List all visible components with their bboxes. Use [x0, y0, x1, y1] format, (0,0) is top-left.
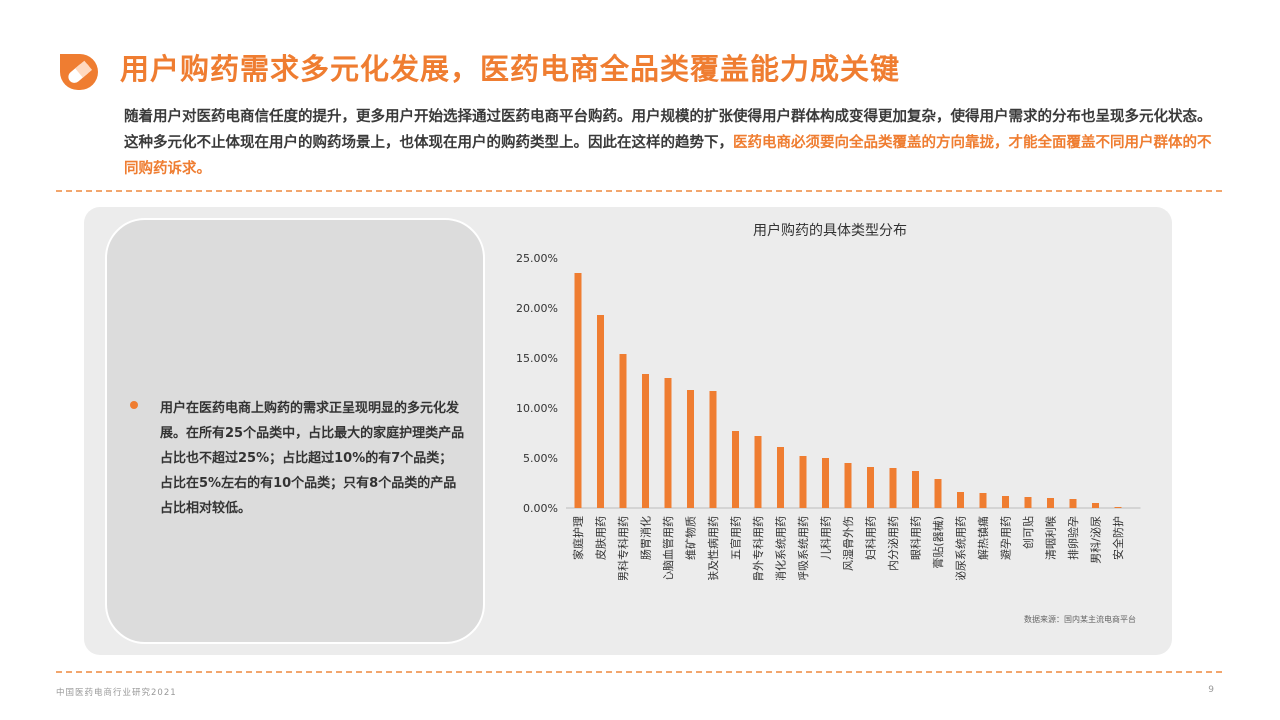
x-tick-label: 安全防护: [1111, 516, 1125, 560]
y-tick-label: 5.00%: [523, 452, 558, 465]
y-tick-label: 25.00%: [516, 252, 558, 265]
x-tick-label: 儿科用药: [819, 516, 833, 560]
bar: [1092, 503, 1099, 508]
x-tick-label: 皮肤用药: [594, 516, 608, 560]
bar: [687, 390, 694, 508]
bar: [844, 463, 852, 508]
x-tick-label: 创可贴: [1021, 516, 1035, 549]
bar: [1024, 497, 1032, 508]
bar: [889, 468, 897, 508]
x-tick-label: 消化系统用药: [774, 516, 788, 580]
x-tick-label: 妇科用药: [864, 516, 878, 560]
chart-title: 用户购药的具体类型分布: [753, 223, 907, 239]
y-tick-label: 15.00%: [516, 352, 558, 365]
x-tick-label: 肠胃消化: [639, 516, 653, 560]
intro-paragraph: 随着用户对医药电商信任度的提升，更多用户开始选择通过医药电商平台购药。用户规模的…: [124, 104, 1224, 182]
bar: [732, 431, 739, 508]
insight-card: [105, 218, 485, 644]
footer-report-name: 中国医药电商行业研究2021: [56, 688, 177, 698]
bar: [777, 447, 784, 508]
bar: [574, 273, 582, 508]
top-divider: [56, 190, 1222, 192]
x-tick-label: 皮肤及性病用药: [706, 516, 720, 580]
bar: [912, 471, 919, 508]
bar: [979, 493, 987, 508]
x-tick-label: 膏贴(器械): [931, 516, 945, 569]
x-tick-label: 五官用药: [729, 516, 743, 560]
x-tick-label: 泌尿系统用药: [955, 516, 968, 580]
bar: [664, 378, 672, 508]
bar: [867, 467, 874, 508]
x-tick-label: 风湿骨外专科用药: [751, 516, 765, 580]
x-tick-label: 维矿物质: [684, 516, 698, 560]
bar: [642, 374, 649, 508]
pill-logo-icon: [60, 54, 98, 90]
x-tick-label: 男科/泌尿: [1089, 516, 1103, 564]
x-tick-label: 排卵验孕: [1066, 516, 1080, 560]
intro-text: 随着用户对医药电商信任度的提升，更多用户开始选择通过医药电商平台购药。用户规模的…: [124, 109, 1212, 151]
x-tick-label: 清咽利喉: [1045, 516, 1058, 560]
x-tick-label: 呼吸系统用药: [797, 516, 810, 580]
bullet-dot-icon: [130, 401, 138, 409]
bar: [1002, 496, 1009, 508]
x-tick-label: 男科专科用药: [616, 516, 630, 580]
y-tick-label: 20.00%: [516, 302, 558, 315]
x-tick-label: 眼科用药: [909, 516, 923, 560]
bar: [934, 479, 942, 508]
page-title: 用户购药需求多元化发展，医药电商全品类覆盖能力成关键: [120, 52, 901, 86]
bar-chart: 0.00%5.00%10.00%15.00%20.00%25.00%家庭护理 皮肤…: [516, 252, 1141, 580]
insight-text: 用户在医药电商上购药的需求正呈现明显的多元化发展。在所有25个品类中，占比最大的…: [160, 401, 465, 516]
x-tick-label: 解热镇痛: [976, 516, 990, 560]
x-tick-label: 家庭护理: [571, 516, 585, 560]
y-tick-label: 0.00%: [523, 502, 558, 515]
source-note: 数据来源：国内某主流电商平台: [1024, 615, 1136, 624]
bar: [799, 456, 807, 508]
bar: [1069, 499, 1077, 508]
intro-highlight: 医药电商必须要向全品类覆盖的方向靠拢，才能全面覆盖不同用户群体的不同购药诉求。: [124, 135, 1212, 177]
x-tick-label: 心脑血管用药: [661, 516, 675, 580]
page-number: 9: [1208, 685, 1214, 695]
bar: [957, 492, 964, 508]
bar: [619, 354, 627, 508]
x-tick-label: 内分泌用药: [886, 516, 900, 571]
y-tick-label: 10.00%: [516, 402, 558, 415]
bar: [709, 391, 717, 508]
bottom-divider: [56, 671, 1222, 673]
x-tick-label: 避孕用药: [999, 516, 1013, 560]
bar: [1047, 498, 1054, 508]
x-tick-label: 风湿骨外伤: [842, 516, 855, 571]
bar: [1114, 507, 1122, 508]
bar: [822, 458, 829, 508]
bar: [597, 315, 604, 508]
bar: [754, 436, 762, 508]
